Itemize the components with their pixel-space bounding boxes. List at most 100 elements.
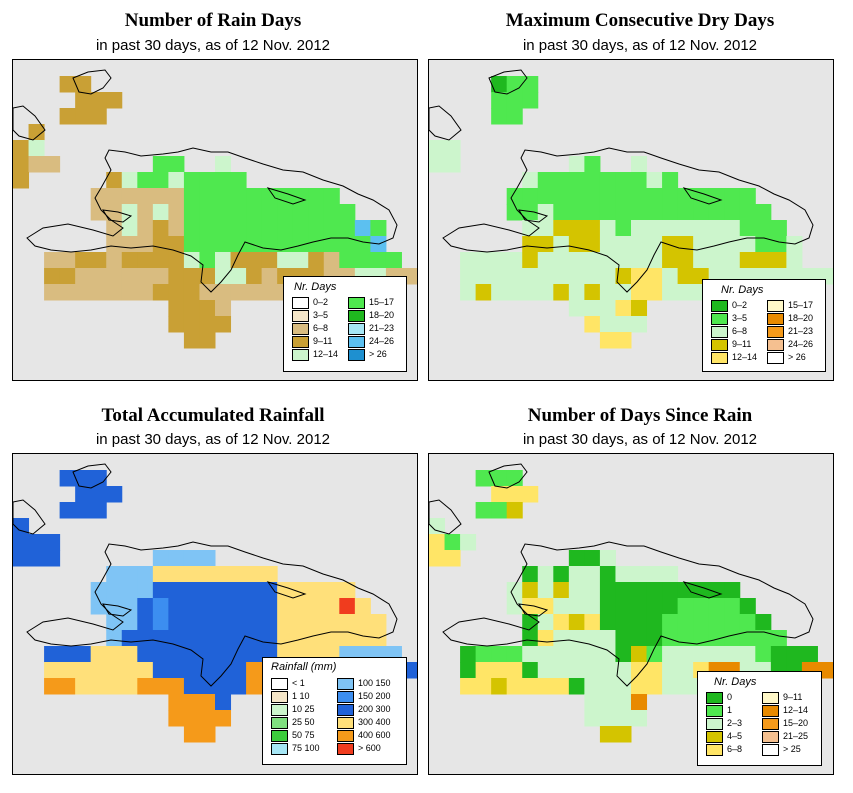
grid-cell (506, 108, 523, 125)
grid-cell (121, 662, 138, 679)
grid-cell (28, 140, 45, 157)
grid-cell (537, 252, 554, 269)
legend-swatch (271, 730, 288, 742)
grid-cell (693, 204, 710, 221)
grid-cell (662, 582, 679, 599)
grid-cell (491, 284, 508, 301)
grid-cell (631, 614, 648, 631)
coastline (682, 187, 723, 205)
grid-cell (615, 646, 632, 663)
grid-cell (261, 268, 278, 285)
coastline (488, 463, 528, 489)
legend-swatch (767, 313, 784, 325)
legend-swatch (711, 300, 728, 312)
grid-cell (215, 220, 232, 237)
grid-cell (491, 646, 508, 663)
grid-cell (615, 630, 632, 647)
grid-cell (354, 236, 371, 253)
legend-swatch (292, 349, 309, 361)
grid-cell (183, 550, 200, 567)
grid-cell (506, 252, 523, 269)
grid-cell (168, 220, 185, 237)
grid-cell (631, 598, 648, 615)
grid-cell (246, 252, 263, 269)
grid-cell (429, 156, 446, 173)
grid-cell (522, 284, 539, 301)
grid-cell (152, 204, 169, 221)
grid-cell (183, 646, 200, 663)
legend-label: 6–8 (727, 744, 743, 754)
legend-swatch (337, 691, 354, 703)
legend-swatch (337, 717, 354, 729)
grid-cell (261, 598, 278, 615)
grid-cell (308, 220, 325, 237)
grid-cell (106, 236, 123, 253)
grid-cell (323, 630, 340, 647)
grid-cell (354, 220, 371, 237)
grid-cell (246, 188, 263, 205)
panel-title: Maximum Consecutive Dry Days (505, 10, 775, 31)
legend-label: > 600 (358, 743, 381, 753)
grid-cell (522, 598, 539, 615)
grid-cell (339, 220, 356, 237)
grid-cell (677, 598, 694, 615)
grid-cell (615, 284, 632, 301)
grid-cell (522, 646, 539, 663)
grid-cell (801, 646, 818, 663)
grid-cell (215, 156, 232, 173)
grid-cell (106, 662, 123, 679)
legend-label: 6–8 (732, 326, 748, 336)
grid-cell (537, 630, 554, 647)
grid-cell (491, 486, 508, 503)
grid-cell (631, 284, 648, 301)
grid-cell (230, 204, 247, 221)
legend-swatch (337, 730, 354, 742)
grid-cell (28, 156, 45, 173)
grid-cell (506, 204, 523, 221)
grid-cell (199, 204, 216, 221)
grid-cell (677, 662, 694, 679)
grid-cell (230, 646, 247, 663)
grid-cell (615, 236, 632, 253)
grid-cell (615, 662, 632, 679)
grid-cell (755, 204, 772, 221)
grid-cell (599, 614, 616, 631)
grid-cell (537, 614, 554, 631)
grid-cell (137, 252, 154, 269)
panel-title: Number of Days Since Rain (527, 405, 753, 426)
grid-cell (292, 598, 309, 615)
grid-cell (121, 566, 138, 583)
legend-swatch (711, 339, 728, 351)
grid-cell (152, 252, 169, 269)
grid-cell (44, 550, 61, 567)
grid-cell (584, 188, 601, 205)
grid-cell (199, 252, 216, 269)
grid-cell (537, 268, 554, 285)
grid-cell (230, 614, 247, 631)
grid-cell (739, 236, 756, 253)
grid-cell (646, 252, 663, 269)
grid-cell (522, 582, 539, 599)
grid-cell (246, 566, 263, 583)
grid-cell (199, 566, 216, 583)
grid-cell (323, 236, 340, 253)
grid-cell (121, 236, 138, 253)
grid-cell (246, 630, 263, 647)
grid-cell (106, 188, 123, 205)
legend-swatch (762, 744, 779, 756)
grid-cell (724, 582, 741, 599)
grid-cell (553, 646, 570, 663)
grid-cell (755, 630, 772, 647)
grid-cell (13, 534, 30, 551)
grid-cell (323, 188, 340, 205)
grid-cell (646, 172, 663, 189)
grid-cell (429, 518, 446, 535)
grid-cell (13, 140, 30, 157)
legend-title: Nr. Days (721, 284, 764, 296)
legend-label: 21–23 (788, 326, 814, 336)
grid-cell (631, 694, 648, 711)
grid-cell (215, 694, 232, 711)
grid-cell (215, 172, 232, 189)
grid-cell (522, 188, 539, 205)
grid-cell (152, 630, 169, 647)
